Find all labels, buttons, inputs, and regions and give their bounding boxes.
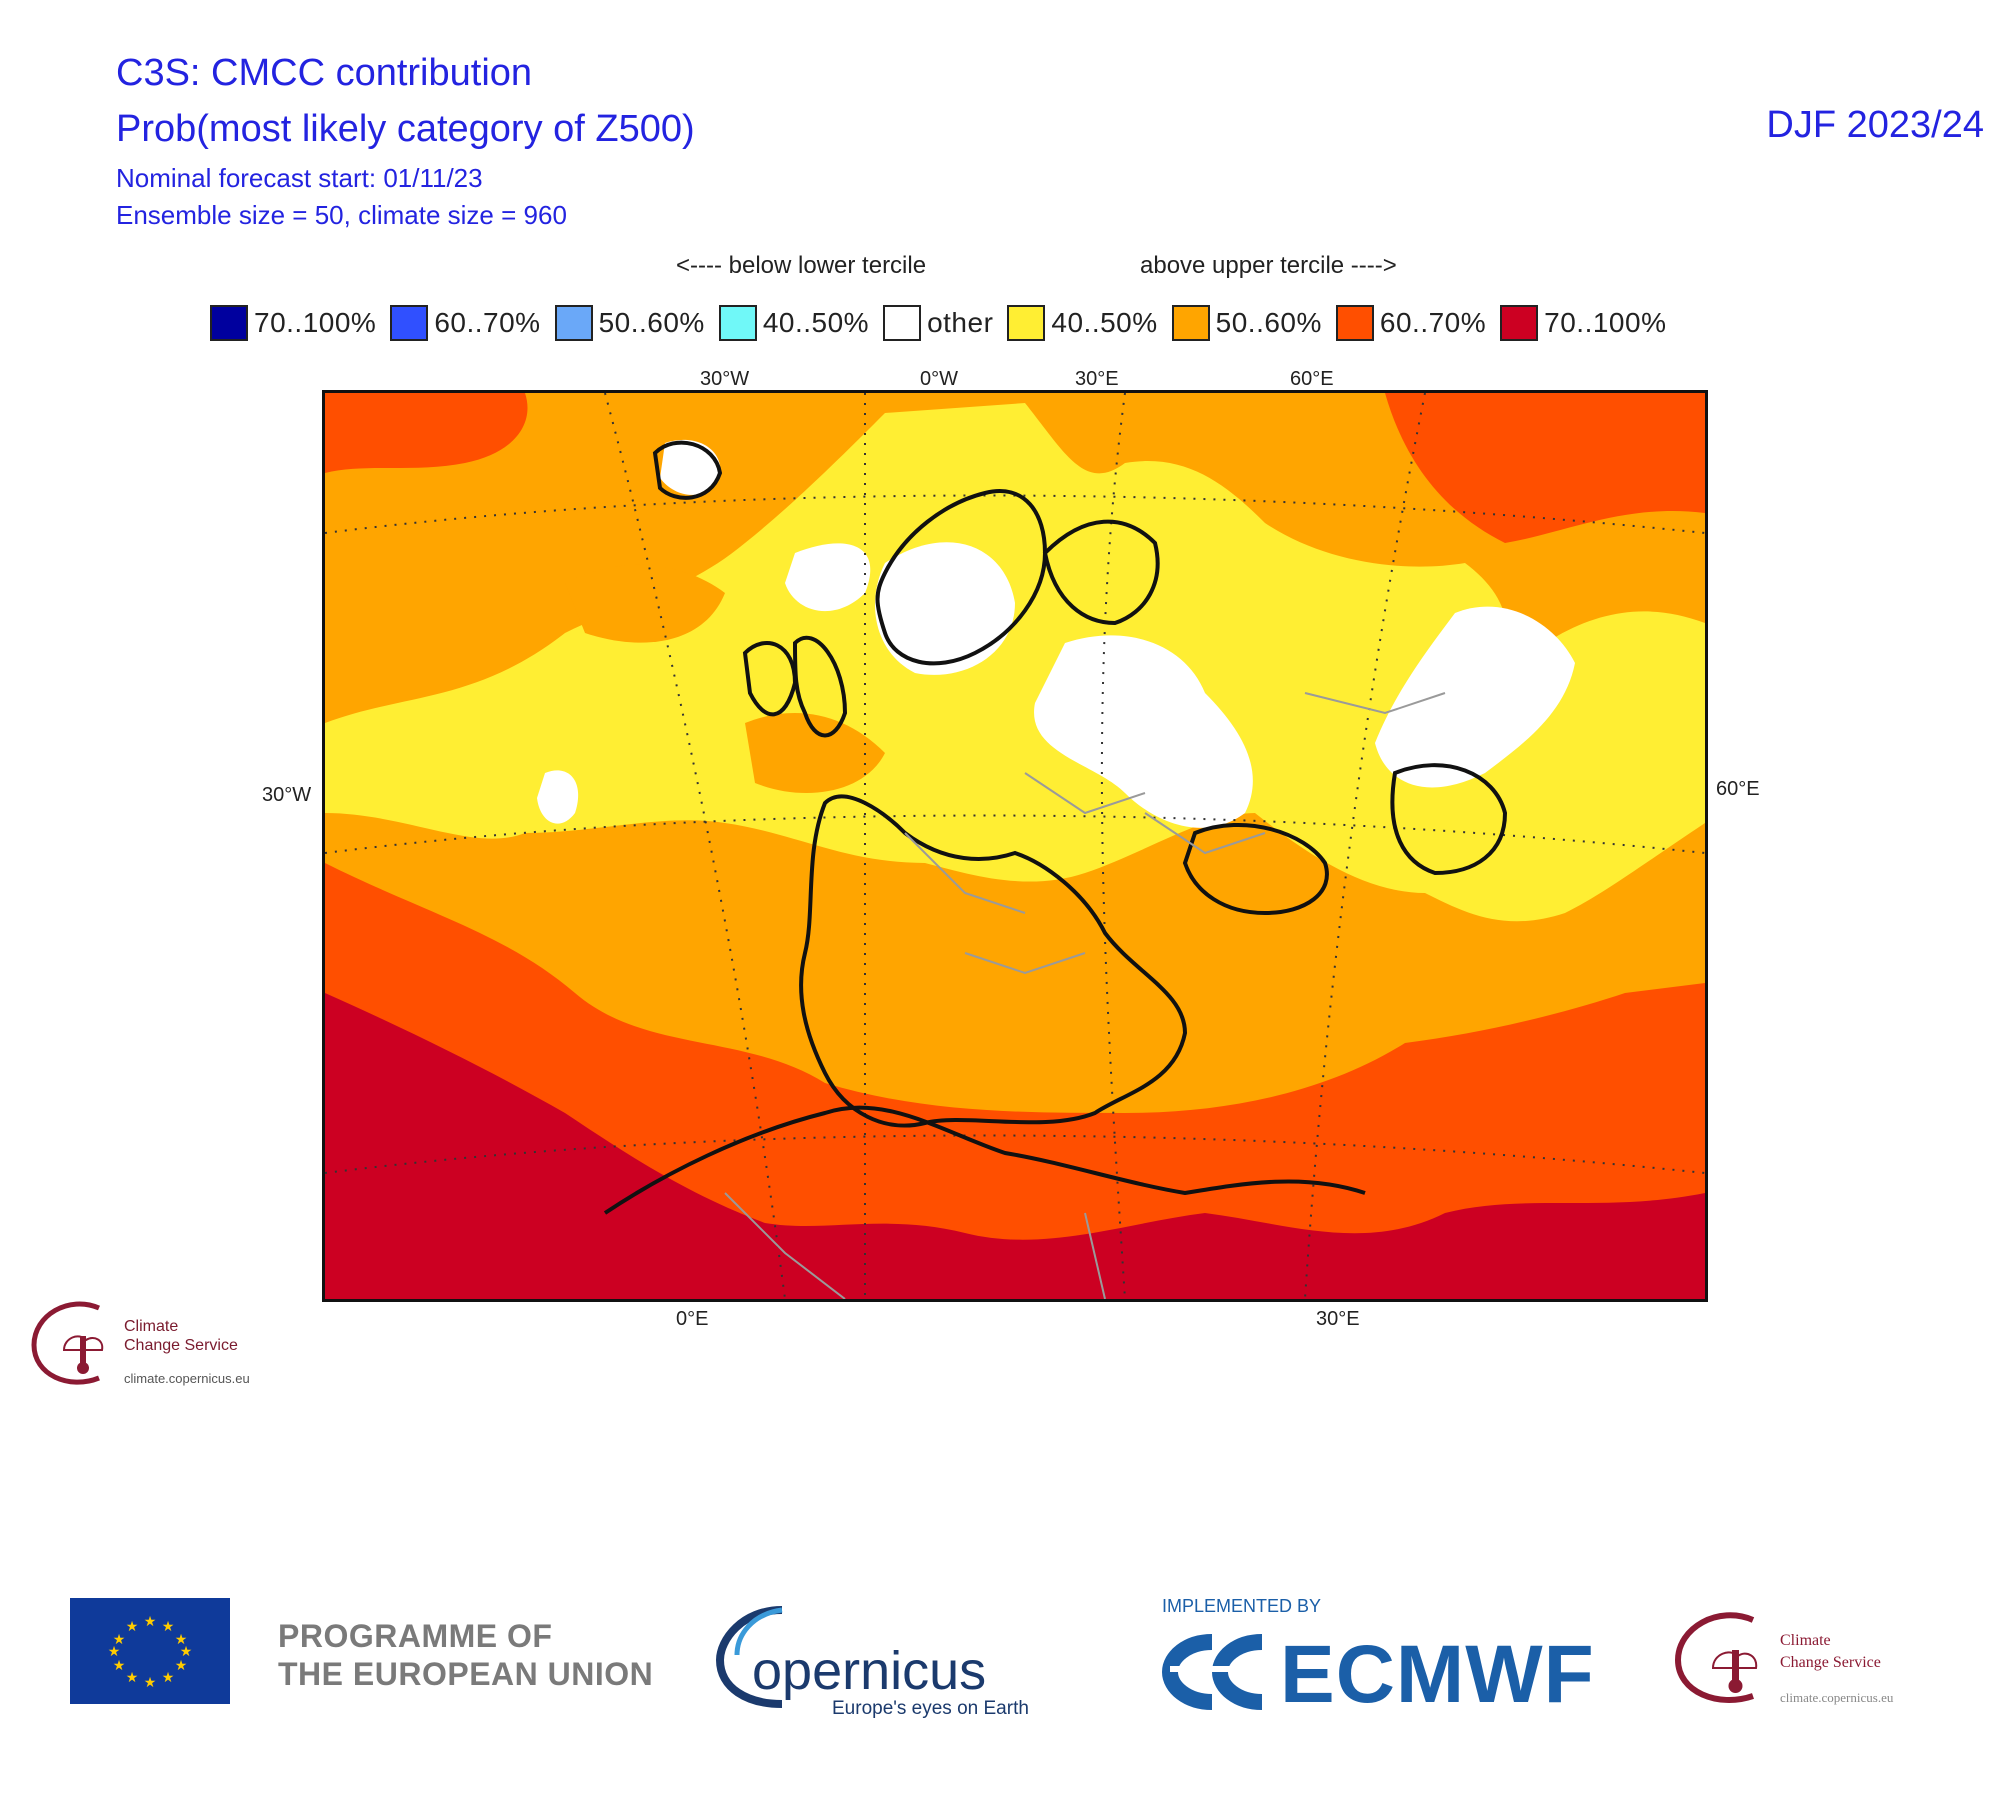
legend-swatch — [390, 305, 429, 341]
copernicus-tagline: Europe's eyes on Earth — [832, 1698, 1029, 1719]
svg-text:★: ★ — [113, 1658, 126, 1674]
lon-label-30e-top: 30°E — [1075, 368, 1119, 390]
legend-item: 50..60% — [554, 303, 705, 343]
legend-item: 60..70% — [390, 303, 540, 343]
svg-text:★: ★ — [126, 1670, 139, 1686]
legend-label: 50..60% — [598, 307, 705, 338]
legend-label: other — [927, 307, 994, 338]
legend: 70..100% 60..70% 50..60% 40..50% other 40..50… — [210, 303, 1680, 343]
ensemble-info: Ensemble size = 50, climate size = 960 — [116, 200, 567, 230]
region-50-60-patch — [565, 564, 725, 643]
legend-swatch — [1171, 305, 1210, 341]
copernicus-name: opernicus — [752, 1641, 987, 1701]
legend-swatch — [210, 305, 248, 341]
legend-swatch — [1500, 305, 1539, 341]
c3s-bottom-line2: Change Service — [1780, 1654, 1881, 1671]
legend-label: 50..60% — [1215, 307, 1322, 338]
legend-label: 60..70% — [434, 307, 541, 338]
legend-swatch — [883, 305, 922, 341]
legend-swatch — [554, 305, 593, 341]
svg-text:★: ★ — [144, 1614, 157, 1630]
svg-text:★: ★ — [175, 1632, 188, 1648]
legend-label: 40..50% — [1051, 307, 1158, 338]
region-other-scandinavia — [875, 542, 1015, 675]
c3s-top-line1: Climate — [124, 1318, 179, 1335]
region-60-70-nw — [325, 393, 528, 473]
svg-text:★: ★ — [126, 1619, 139, 1635]
season-label: DJF 2023/24 — [1766, 104, 1984, 146]
chart-title: C3S: CMCC contribution — [116, 52, 533, 94]
legend-item: 50..60% — [1171, 303, 1322, 343]
legend-swatch — [718, 305, 757, 341]
region-other-urals — [1375, 606, 1575, 788]
c3s-top-line2: Change Service — [124, 1337, 238, 1354]
programme-line2: THE EUROPEAN UNION — [278, 1656, 654, 1692]
svg-text:★: ★ — [113, 1632, 126, 1648]
lon-label-0e-bottom: 0°E — [676, 1308, 709, 1330]
lon-label-60e-top: 60°E — [1290, 368, 1334, 390]
svg-text:★: ★ — [162, 1670, 175, 1686]
legend-label: 60..70% — [1379, 307, 1487, 338]
below-tercile-label: <---- below lower tercile — [676, 252, 927, 279]
legend-item: 70..100% — [1500, 303, 1666, 343]
chart-subtitle: Prob(most likely category of Z500) — [116, 108, 695, 150]
ecmwf-logo-icon — [1162, 1634, 1265, 1710]
above-tercile-label: above upper tercile ----> — [1140, 252, 1397, 279]
implemented-by: IMPLEMENTED BY — [1162, 1596, 1322, 1616]
region-other-atlantic — [537, 770, 579, 824]
region-70-100-south — [325, 993, 1705, 1299]
c3s-top-url: climate.copernicus.eu — [124, 1371, 250, 1386]
region-other-iceland — [660, 439, 721, 495]
c3s-bottom-line1: Climate — [1780, 1632, 1831, 1649]
forecast-start: Nominal forecast start: 01/11/23 — [116, 163, 483, 193]
c3s-logo-icon-bottom — [1674, 1612, 1758, 1703]
legend-label: 70..100% — [254, 307, 377, 338]
region-40-50-yellow — [325, 403, 1705, 922]
region-50-60-patch2 — [745, 713, 885, 793]
legend-swatch — [1335, 305, 1374, 341]
region-60-70-ne — [1385, 393, 1705, 543]
svg-text:★: ★ — [175, 1658, 188, 1674]
region-other-east — [1034, 635, 1253, 828]
legend-swatch — [1007, 305, 1046, 341]
legend-item: 70..100% — [210, 303, 376, 343]
map-svg — [325, 393, 1705, 1299]
c3s-bottom-url: climate.copernicus.eu — [1780, 1690, 1894, 1705]
svg-text:★: ★ — [180, 1644, 193, 1660]
legend-item: 40..50% — [1007, 303, 1157, 343]
legend-item: 40..50% — [718, 303, 870, 343]
legend-item: 60..70% — [1335, 303, 1487, 343]
lon-label-30e-bottom: 30°E — [1316, 1308, 1360, 1330]
svg-text:★: ★ — [108, 1644, 121, 1660]
svg-text:★: ★ — [162, 1619, 175, 1635]
c3s-logo-icon-top — [31, 1301, 104, 1385]
eu-flag-icon: ★ ★ ★ ★ ★ ★ ★ ★ ★ ★ ★ ★ — [70, 1598, 230, 1704]
region-other-north — [785, 543, 871, 612]
borders — [724, 692, 1446, 1299]
probability-map — [322, 390, 1708, 1302]
lon-label-0w-top: 0°W — [920, 368, 958, 390]
lon-label-30w-top: 30°W — [700, 368, 750, 390]
svg-text:★: ★ — [144, 1675, 157, 1691]
programme-line1: PROGRAMME OF — [278, 1618, 553, 1654]
legend-label: 70..100% — [1544, 307, 1667, 338]
ecmwf-name: ECMWF — [1280, 1629, 1595, 1720]
lon-label-60e-right: 60°E — [1716, 778, 1760, 800]
legend-item: other — [883, 303, 993, 343]
legend-label: 40..50% — [762, 307, 870, 338]
coastlines — [603, 440, 1508, 1215]
lon-label-30w-left: 30°W — [262, 784, 312, 806]
copernicus-logo-icon — [715, 1606, 783, 1708]
